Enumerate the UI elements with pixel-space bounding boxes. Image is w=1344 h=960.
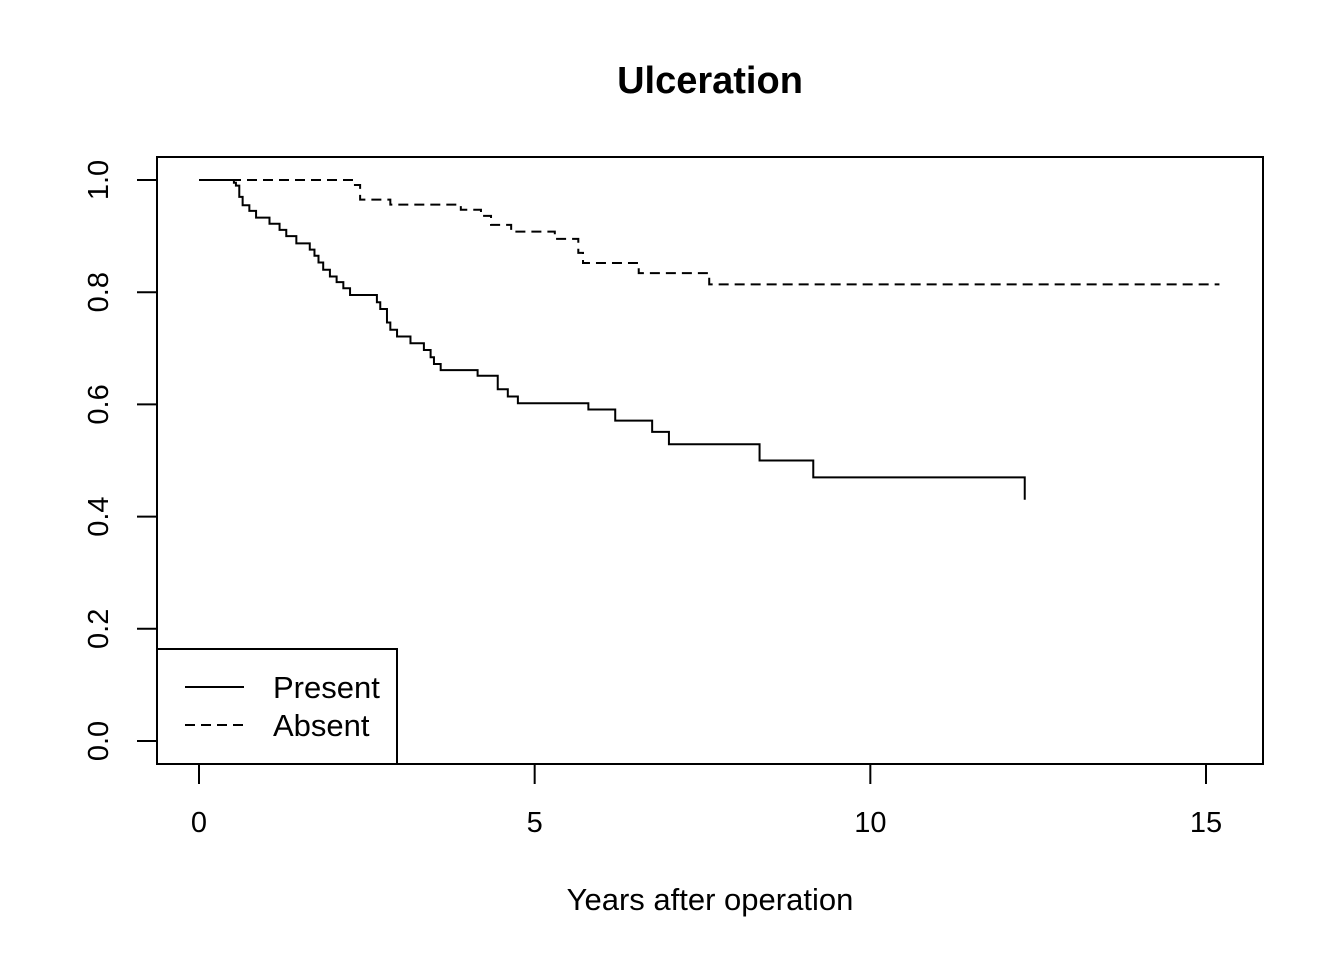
x-axis-label: Years after operation (567, 882, 854, 917)
x-tick-label: 15 (1190, 807, 1222, 839)
y-tick-label: 0.0 (83, 721, 115, 761)
y-ticks: 0.0 0.2 0.4 0.6 0.8 1.0 (83, 160, 157, 761)
y-tick-label: 0.4 (83, 496, 115, 536)
x-tick-label: 5 (527, 807, 543, 839)
y-tick-label: 1.0 (83, 160, 115, 200)
x-axis: 0 5 10 15 (191, 763, 1222, 839)
series-layer (199, 179, 1220, 500)
chart-title: Ulceration (617, 60, 803, 102)
series-line-absent (199, 179, 1220, 286)
series-line-present (199, 179, 1026, 500)
y-tick-label: 0.2 (83, 609, 115, 649)
y-tick-label: 0.8 (83, 272, 115, 312)
x-ticks: 0 5 10 15 (191, 764, 1222, 839)
y-tick-label: 0.6 (83, 384, 115, 424)
x-tick-label: 0 (191, 807, 207, 839)
y-axis: 0.0 0.2 0.4 0.6 0.8 1.0 (83, 160, 158, 761)
legend-label-present: Present (273, 670, 380, 705)
legend-box (156, 648, 398, 765)
x-tick-label: 10 (854, 807, 886, 839)
legend-label-absent: Absent (273, 708, 370, 743)
